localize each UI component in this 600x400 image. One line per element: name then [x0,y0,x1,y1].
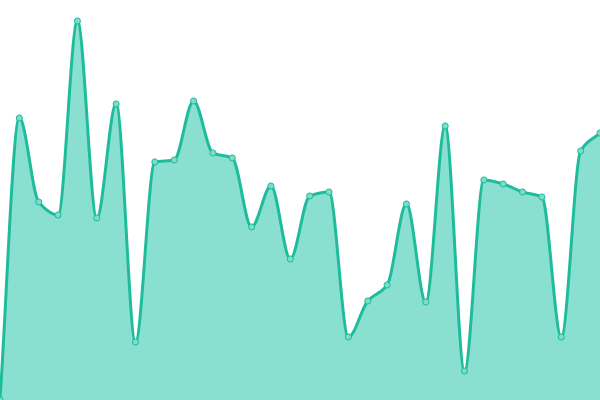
data-point-31 [596,129,600,137]
data-point-22 [422,298,430,306]
data-point-6 [112,100,120,108]
data-point-0 [0,396,4,400]
data-point-3 [54,211,62,219]
data-point-24 [461,367,469,375]
data-point-26 [499,180,507,188]
data-point-14 [267,182,275,190]
data-point-16 [306,192,314,200]
data-point-5 [93,214,101,222]
data-point-30 [577,147,585,155]
series-line [0,19,600,400]
area-fill [0,21,600,400]
data-point-29 [557,333,565,341]
data-point-7 [131,338,139,346]
data-point-12 [228,154,236,162]
data-point-10 [190,97,198,105]
data-point-20 [383,281,391,289]
data-point-21 [402,200,410,208]
data-point-28 [538,193,546,201]
data-point-13 [248,223,256,231]
data-point-9 [170,156,178,164]
data-point-2 [35,198,43,206]
data-point-27 [519,188,527,196]
data-point-25 [480,176,488,184]
data-point-18 [344,333,352,341]
data-point-4 [73,17,81,25]
data-point-15 [286,255,294,263]
data-point-11 [209,149,217,157]
data-point-8 [151,158,159,166]
data-points [0,17,600,400]
data-point-23 [441,122,449,130]
data-point-19 [364,297,372,305]
data-point-1 [15,114,23,122]
data-point-17 [325,188,333,196]
